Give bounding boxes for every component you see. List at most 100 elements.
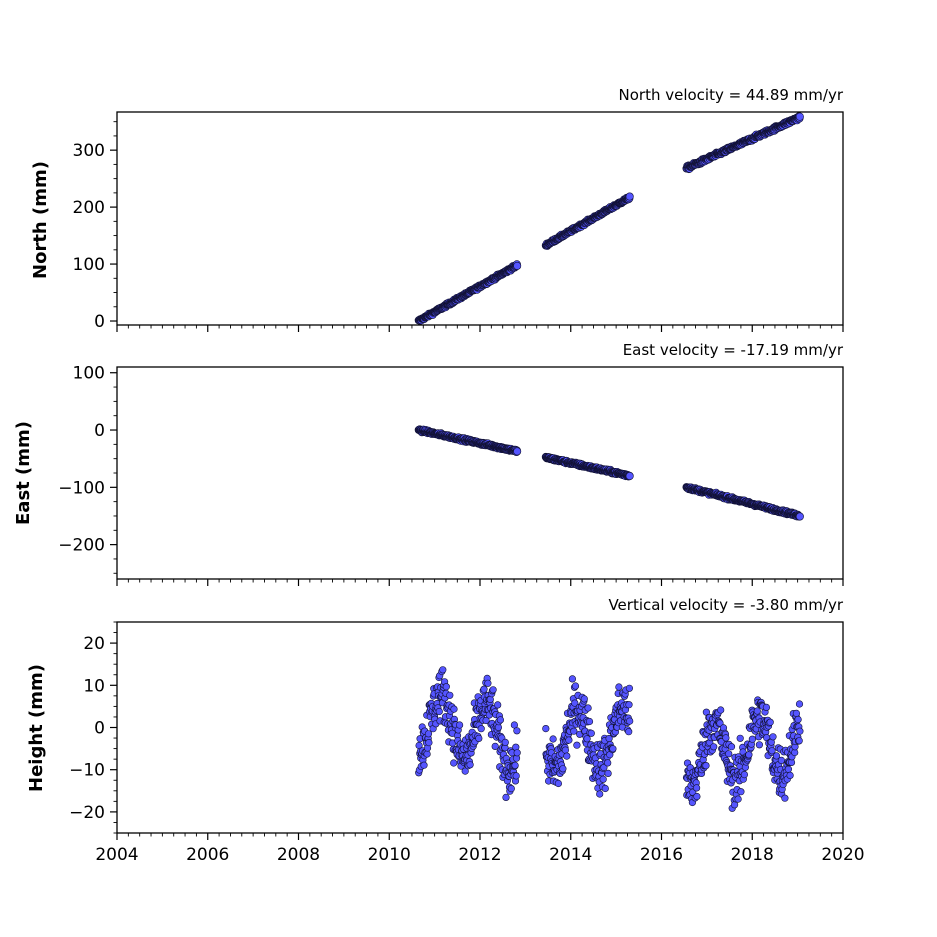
height-panel-title: Vertical velocity = -3.80 mm/yr: [608, 596, 843, 614]
east-y-tick-label: 0: [94, 421, 105, 441]
height-data-point: [795, 737, 803, 745]
height-data-point: [439, 666, 447, 674]
height-data-point: [745, 751, 753, 759]
east-data-point: [795, 512, 804, 521]
height-data-point: [722, 734, 730, 742]
north-data-point: [513, 261, 522, 270]
height-data-point: [762, 703, 771, 712]
height-data-point: [563, 752, 571, 760]
height-x-tick-label: 2008: [277, 845, 320, 865]
height-data-point: [565, 736, 573, 744]
height-data-point: [795, 700, 804, 708]
height-data-point: [702, 761, 710, 770]
height-data-point: [423, 750, 431, 758]
height-data-point: [600, 763, 608, 772]
north-ylabel: North (mm): [30, 161, 51, 279]
height-data-point: [710, 743, 718, 751]
height-x-tick-label: 2004: [95, 845, 138, 865]
height-data-point: [740, 770, 749, 779]
height-data-point: [571, 682, 580, 690]
height-data-point: [446, 691, 454, 699]
height-x-tick-label: 2010: [368, 845, 411, 865]
height-data-point: [502, 793, 510, 802]
height-y-tick-label: −10: [69, 761, 105, 781]
height-x-tick-label: 2014: [549, 845, 592, 865]
height-data-point: [604, 759, 612, 767]
height-data-point: [585, 717, 594, 726]
height-panel: Vertical velocity = -3.80 mm/yr Height (…: [26, 596, 865, 865]
height-data-point: [584, 704, 592, 712]
height-data-point: [461, 767, 469, 775]
height-data-point: [484, 679, 492, 687]
height-data-point: [494, 701, 502, 709]
height-data-point: [717, 706, 725, 714]
east-panel: East velocity = -17.19 mm/yr East (mm) −…: [13, 341, 844, 586]
height-data-point: [736, 734, 744, 742]
height-data-point: [559, 765, 567, 773]
height-data-point: [424, 730, 433, 738]
height-data-point: [625, 728, 633, 736]
height-data-point: [450, 705, 458, 713]
height-x-tick-label: 2018: [731, 845, 774, 865]
height-y-tick-label: 0: [94, 719, 105, 739]
height-data-point: [571, 699, 579, 707]
height-data-point: [583, 735, 591, 743]
height-data-point: [796, 727, 804, 735]
height-data-point: [766, 718, 774, 726]
east-y-tick-label: −200: [58, 536, 105, 556]
height-data-point: [456, 721, 464, 729]
height-data-point: [549, 735, 557, 743]
height-data-point: [580, 695, 588, 703]
height-data-point: [768, 747, 776, 755]
north-panel: North velocity = 44.89 mm/yr North (mm) …: [30, 86, 844, 332]
height-data-point: [792, 709, 801, 718]
east-data-point: [625, 471, 634, 480]
height-data-point: [570, 727, 578, 735]
height-ylabel: Height (mm): [26, 664, 47, 792]
height-data-point: [734, 795, 742, 803]
height-data-point: [511, 761, 519, 770]
east-y-tick-label: 100: [73, 364, 105, 384]
height-data-point: [425, 738, 433, 747]
east-ylabel: East (mm): [13, 421, 34, 525]
east-axes-frame: [116, 366, 844, 580]
height-data-point: [753, 707, 761, 715]
north-y-tick-label: 200: [73, 198, 105, 218]
height-data-point: [609, 745, 617, 753]
height-data-point: [480, 685, 488, 693]
height-data-point: [482, 716, 490, 725]
height-data-point: [587, 729, 595, 737]
east-data-point: [513, 447, 522, 456]
height-data-point: [554, 779, 563, 788]
height-data-point: [491, 742, 499, 751]
height-data-point: [781, 794, 789, 802]
height-data-point: [501, 738, 509, 747]
height-data-point: [573, 741, 581, 749]
height-data-point: [507, 784, 515, 793]
height-data-point: [450, 759, 458, 767]
height-data-point: [693, 792, 701, 801]
height-y-tick-label: −20: [69, 803, 105, 823]
height-data-point: [727, 743, 736, 751]
height-data-point: [604, 769, 612, 778]
height-data-point: [725, 750, 733, 758]
height-data-point: [477, 725, 485, 733]
height-data-point: [435, 707, 443, 716]
north-points: [414, 112, 804, 325]
height-data-point: [625, 701, 633, 709]
north-y-tick-label: 300: [73, 141, 105, 161]
height-data-point: [615, 683, 623, 691]
height-data-point: [716, 719, 724, 727]
height-data-point: [692, 784, 701, 792]
height-data-point: [513, 749, 521, 757]
height-data-point: [794, 715, 802, 724]
height-x-tick-label: 2012: [458, 845, 501, 865]
height-data-point: [786, 771, 794, 780]
height-data-point: [561, 746, 570, 754]
height-points: [415, 666, 804, 812]
height-data-point: [626, 717, 634, 725]
height-data-point: [737, 788, 745, 796]
height-data-point: [601, 784, 609, 793]
height-data-point: [568, 675, 577, 683]
height-x-tick-label: 2016: [640, 845, 683, 865]
